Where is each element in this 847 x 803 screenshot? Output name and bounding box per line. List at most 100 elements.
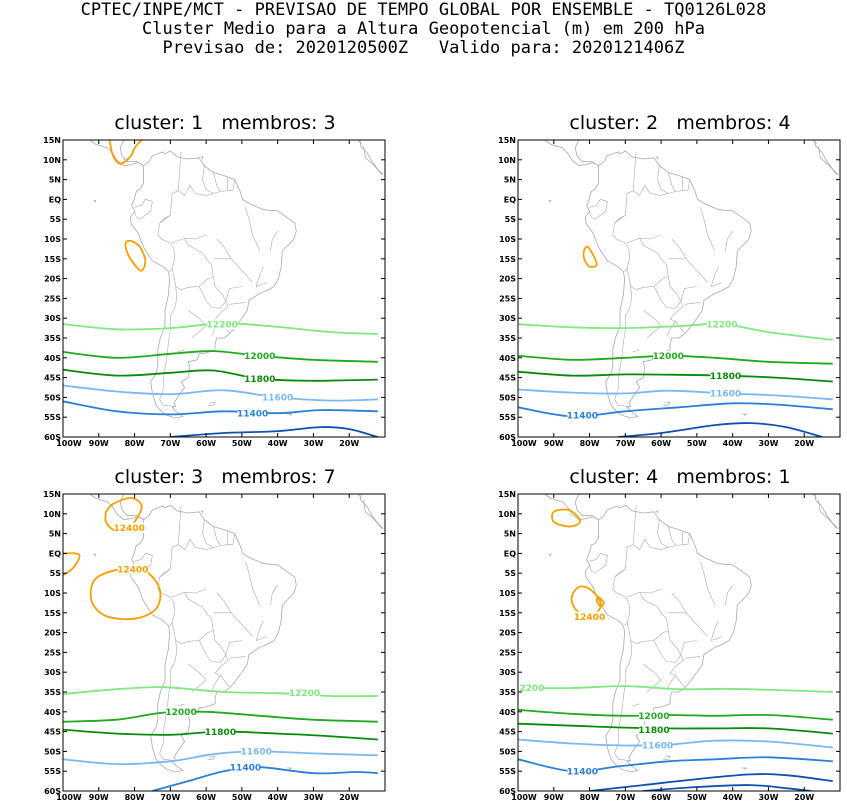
lat-label: 55S xyxy=(499,413,516,422)
contour-label-background xyxy=(117,564,148,575)
country-border xyxy=(245,207,261,252)
lon-label: 60W xyxy=(196,439,216,448)
contour-12400 xyxy=(89,567,162,621)
country-border xyxy=(667,675,676,691)
contour-12000 xyxy=(63,710,378,723)
island-outline xyxy=(207,401,216,406)
island-outline xyxy=(363,499,382,529)
country-border xyxy=(213,526,221,546)
island-outline xyxy=(548,553,552,557)
lat-label: 30S xyxy=(44,314,61,323)
island-outline xyxy=(286,767,293,770)
country-border xyxy=(639,588,662,594)
contour-label-12400: 12400 xyxy=(114,524,145,534)
country-border xyxy=(639,234,662,240)
country-border xyxy=(668,526,676,546)
lat-label: EQ xyxy=(49,195,61,204)
contour-11400 xyxy=(152,766,378,791)
lon-label: 100W xyxy=(56,793,82,802)
lon-label: 90W xyxy=(89,439,109,448)
coastline-segment xyxy=(574,494,599,521)
coastline-segment xyxy=(814,494,839,530)
lat-label: 30S xyxy=(44,668,61,677)
island-outline xyxy=(818,145,837,175)
lon-label: 90W xyxy=(89,793,109,802)
contour-label-11400: 11400 xyxy=(567,767,598,777)
lon-label: 90W xyxy=(544,439,564,448)
lat-label: 10N xyxy=(43,156,61,165)
lat-label: 25S xyxy=(499,648,516,657)
country-border xyxy=(270,230,278,251)
island-outline xyxy=(812,140,817,145)
contour-11400 xyxy=(63,400,378,416)
header-line-1: CPTEC/INPE/MCT - PREVISAO DE TEMPO GLOBA… xyxy=(80,0,767,20)
country-border xyxy=(669,301,685,334)
contour-11000 xyxy=(643,784,812,791)
country-border xyxy=(653,276,682,309)
lat-label: 20S xyxy=(499,629,516,638)
country-border xyxy=(216,238,253,283)
contour-label-11800: 11800 xyxy=(710,372,741,382)
map-panel-cluster-2: 12200 12000 11800 11600 11400 15N 10N 5N EQ 5S 10S… xyxy=(498,136,841,448)
contour-12400 xyxy=(595,596,605,608)
panel-1-title: cluster: 1 membros: 3 xyxy=(114,112,336,134)
island-outline xyxy=(93,553,97,557)
header-line-3: Previsao de: 2020120500Z Valido para: 20… xyxy=(162,38,685,58)
contour-label-background xyxy=(114,522,145,533)
lat-label: 35S xyxy=(44,334,61,343)
country-border xyxy=(184,234,207,240)
map-panel-cluster-1: 12200 12000 11800 11600 11400 15N 10N 5N EQ 5S 10S… xyxy=(43,136,386,448)
map-panel-cluster-3: 12400 12400 12200 12000 11800 11600 11400 15N 10… xyxy=(43,490,386,802)
country-border xyxy=(157,568,175,627)
contour-label-background xyxy=(518,683,544,694)
contour-label-background xyxy=(642,740,673,751)
contour-label-background xyxy=(244,350,275,361)
contour-label-background xyxy=(710,370,741,381)
lat-label: 5S xyxy=(50,215,62,224)
country-border xyxy=(159,505,182,578)
lon-label: 20W xyxy=(339,439,359,448)
island-outline xyxy=(357,140,362,145)
country-border xyxy=(725,230,733,251)
contour-11800 xyxy=(518,370,833,383)
lat-label: 15S xyxy=(44,609,61,618)
country-border xyxy=(612,568,630,627)
island-outline xyxy=(655,509,659,514)
country-border xyxy=(614,286,633,407)
contour-label-background xyxy=(230,762,261,773)
lon-label: 20W xyxy=(339,793,359,802)
country-border xyxy=(171,591,214,645)
lat-label: 25S xyxy=(44,648,61,657)
contour-label-12000: 12000 xyxy=(653,352,684,362)
country-border xyxy=(632,703,640,707)
country-border xyxy=(632,349,640,353)
contour-12400 xyxy=(108,140,143,165)
lat-label: 60S xyxy=(499,433,516,442)
contour-label-background xyxy=(205,726,236,737)
country-border xyxy=(657,519,669,548)
contour-label-12200: 12200 xyxy=(289,689,320,699)
lon-label: 40W xyxy=(268,439,288,448)
lat-label: 55S xyxy=(44,413,61,422)
country-border xyxy=(700,561,716,606)
country-border xyxy=(614,151,637,224)
island-outline xyxy=(818,499,837,529)
island-outline xyxy=(357,494,362,499)
island-outline xyxy=(200,509,204,514)
country-border xyxy=(159,640,178,761)
contour-11800 xyxy=(518,722,833,735)
lat-label: 35S xyxy=(44,688,61,697)
island-outline xyxy=(363,145,382,175)
contour-label-12000: 12000 xyxy=(165,708,196,718)
lat-label: 15S xyxy=(44,255,61,264)
lat-label: 45S xyxy=(44,374,61,383)
lon-label: 70W xyxy=(615,793,635,802)
island-outline xyxy=(655,155,659,160)
lat-label: 30S xyxy=(499,314,516,323)
lat-label: 60S xyxy=(44,433,61,442)
contour-label-background xyxy=(706,319,737,330)
lat-label: 40S xyxy=(44,354,61,363)
contour-label-background xyxy=(710,388,741,399)
lon-label: 60W xyxy=(651,439,671,448)
country-border xyxy=(229,656,246,659)
